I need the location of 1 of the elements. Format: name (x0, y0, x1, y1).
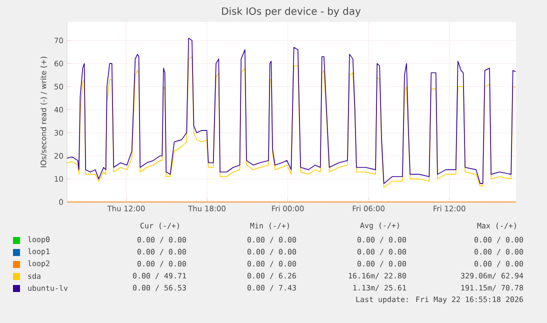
chart-title: Disk IOs per device - by day (222, 7, 361, 17)
